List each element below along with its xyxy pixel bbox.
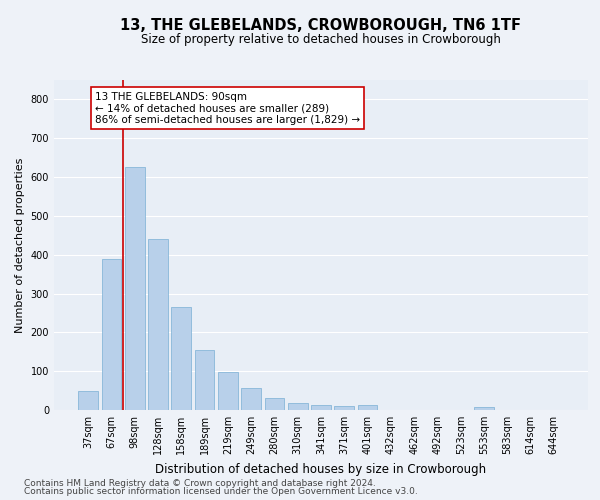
Text: Contains public sector information licensed under the Open Government Licence v3: Contains public sector information licen…: [24, 487, 418, 496]
Bar: [172, 307, 191, 410]
Bar: [241, 388, 261, 410]
Text: Contains HM Land Registry data © Crown copyright and database right 2024.: Contains HM Land Registry data © Crown c…: [24, 478, 376, 488]
X-axis label: Distribution of detached houses by size in Crowborough: Distribution of detached houses by size …: [155, 462, 487, 475]
Bar: [265, 398, 284, 410]
Text: 13 THE GLEBELANDS: 90sqm
← 14% of detached houses are smaller (289)
86% of semi-: 13 THE GLEBELANDS: 90sqm ← 14% of detach…: [95, 92, 360, 125]
Bar: [358, 406, 377, 410]
Text: Size of property relative to detached houses in Crowborough: Size of property relative to detached ho…: [141, 32, 501, 46]
Bar: [125, 168, 145, 410]
Bar: [288, 403, 308, 410]
Bar: [334, 406, 354, 410]
Text: 13, THE GLEBELANDS, CROWBOROUGH, TN6 1TF: 13, THE GLEBELANDS, CROWBOROUGH, TN6 1TF: [121, 18, 521, 32]
Bar: [78, 390, 98, 410]
Bar: [218, 372, 238, 410]
Y-axis label: Number of detached properties: Number of detached properties: [15, 158, 25, 332]
Bar: [311, 405, 331, 410]
Bar: [148, 239, 168, 410]
Bar: [474, 408, 494, 410]
Bar: [194, 350, 214, 410]
Bar: [101, 258, 121, 410]
